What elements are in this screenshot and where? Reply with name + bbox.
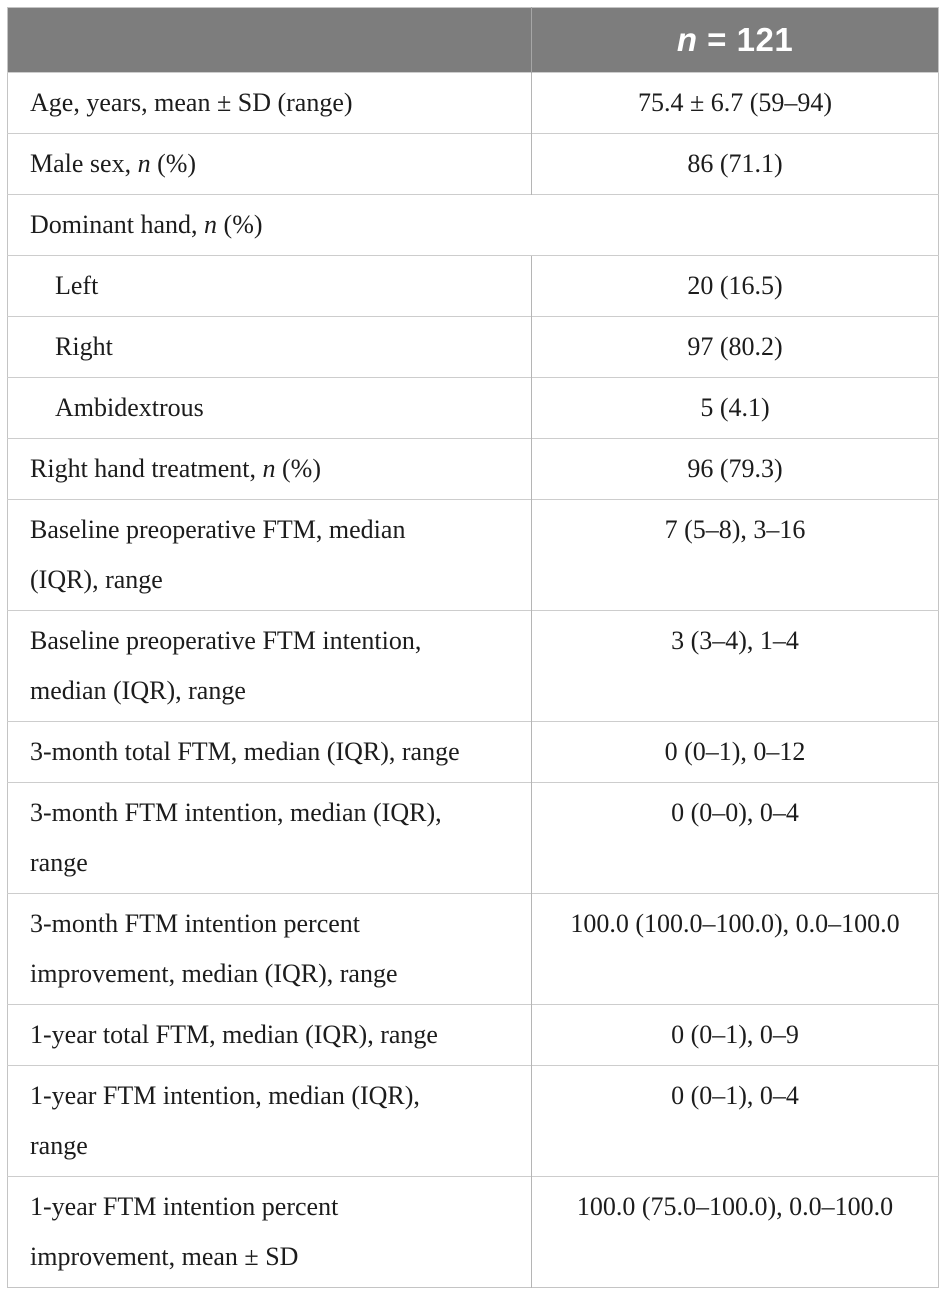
table-body: Age, years, mean ± SD (range) 75.4 ± 6.7… [7,72,939,1288]
patient-characteristics-table-wrap: n = 121 Age, years, mean ± SD (range) 75… [7,7,939,1288]
row-value: 0 (0–1), 0–12 [531,721,939,783]
row-label: 3-month total FTM, median (IQR), range [7,721,532,783]
row-label: Right hand treatment, n (%) [7,438,532,500]
row-value: 0 (0–1), 0–9 [531,1004,939,1066]
row-value: 0 (0–1), 0–4 [531,1065,939,1177]
row-label: Baseline preoperative FTM intention, medi… [7,610,532,722]
row-label: 1-year total FTM, median (IQR), range [7,1004,532,1066]
row-value: 75.4 ± 6.7 (59–94) [531,72,939,134]
row-value: 20 (16.5) [531,255,939,317]
header-label-cell [7,7,532,73]
header-row: n = 121 [7,7,939,73]
table-row: Age, years, mean ± SD (range) 75.4 ± 6.7… [7,72,939,134]
row-label: 1-year FTM intention percent improvement,… [7,1176,532,1288]
row-value: 0 (0–0), 0–4 [531,782,939,894]
table-row: Left 20 (16.5) [7,255,939,317]
row-value: 7 (5–8), 3–16 [531,499,939,611]
table-row: Baseline preoperative FTM, median (IQR), … [7,499,939,611]
table-row-spanning: Dominant hand, n (%) [7,194,939,256]
row-label: Left [7,255,532,317]
row-value: 3 (3–4), 1–4 [531,610,939,722]
table-row: 1-year FTM intention, median (IQR), range… [7,1065,939,1177]
row-value: 100.0 (100.0–100.0), 0.0–100.0 [531,893,939,1005]
row-label: Dominant hand, n (%) [7,194,939,256]
row-label: 3-month FTM intention percent improvement… [7,893,532,1005]
row-value: 100.0 (75.0–100.0), 0.0–100.0 [531,1176,939,1288]
table-row: 3-month FTM intention percent improvement… [7,893,939,1005]
table-row: 1-year total FTM, median (IQR), range 0 … [7,1004,939,1066]
row-value: 96 (79.3) [531,438,939,500]
row-label: 1-year FTM intention, median (IQR), range [7,1065,532,1177]
row-value: 5 (4.1) [531,377,939,439]
row-label: Age, years, mean ± SD (range) [7,72,532,134]
table-row: Male sex, n (%) 86 (71.1) [7,133,939,195]
header-sample-size-cell: n = 121 [531,7,939,73]
table-row: Baseline preoperative FTM intention, medi… [7,610,939,722]
table-row: Right hand treatment, n (%) 96 (79.3) [7,438,939,500]
row-label: Right [7,316,532,378]
table-row: Ambidextrous 5 (4.1) [7,377,939,439]
row-label: Male sex, n (%) [7,133,532,195]
row-label: 3-month FTM intention, median (IQR), rang… [7,782,532,894]
patient-characteristics-table: n = 121 Age, years, mean ± SD (range) 75… [7,7,939,1288]
table-row: 3-month total FTM, median (IQR), range 0… [7,721,939,783]
table-row: Right 97 (80.2) [7,316,939,378]
row-label: Ambidextrous [7,377,532,439]
row-value: 86 (71.1) [531,133,939,195]
table-row: 3-month FTM intention, median (IQR), rang… [7,782,939,894]
table-row: 1-year FTM intention percent improvement,… [7,1176,939,1288]
row-value: 97 (80.2) [531,316,939,378]
row-label: Baseline preoperative FTM, median (IQR), … [7,499,532,611]
